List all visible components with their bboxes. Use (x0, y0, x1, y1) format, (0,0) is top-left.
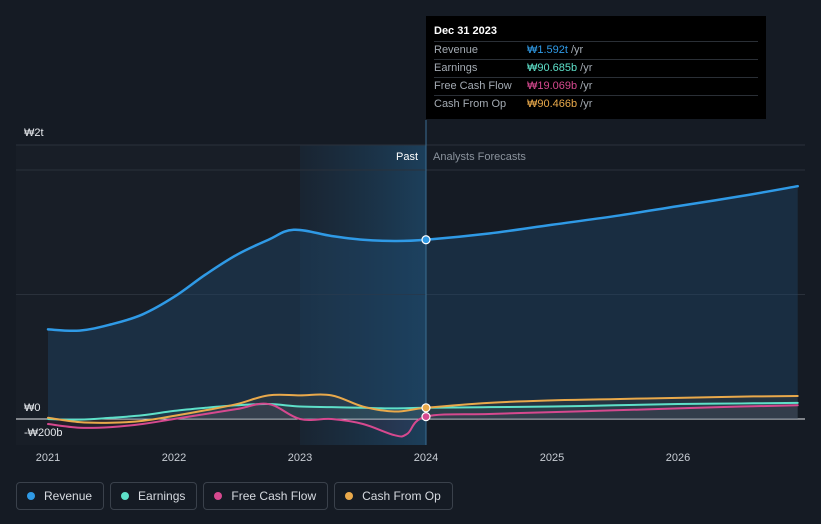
legend-item-free-cash-flow[interactable]: Free Cash Flow (203, 482, 329, 510)
earnings-line (47, 401, 799, 421)
series-lines (46, 184, 799, 438)
legend: Revenue Earnings Free Cash Flow Cash From O… (16, 482, 453, 510)
revenue-line (46, 184, 799, 333)
tooltip-row: Revenue ₩1.592t/yr (434, 42, 758, 60)
x-tick-label: 2025 (540, 452, 564, 464)
legend-label: Free Cash Flow (231, 489, 317, 503)
x-tick-label: 2026 (666, 452, 690, 464)
earnings-area (48, 402, 798, 420)
x-axis-tick-labels: 2021 2022 2023 2024 2025 2026 (36, 452, 690, 464)
cash-from-op-point (421, 403, 431, 413)
legend-label: Earnings (138, 489, 186, 503)
highlight-points (421, 235, 431, 422)
tooltip-row-value: ₩1.592t (527, 44, 568, 56)
x-tick-label: 2021 (36, 452, 60, 464)
legend-dot-icon (121, 492, 130, 500)
revenue-area (48, 186, 798, 419)
tooltip-row-label: Earnings (434, 62, 478, 74)
legend-item-cash-from-op[interactable]: Cash From Op (334, 482, 453, 510)
tooltip-row-label: Cash From Op (434, 98, 507, 110)
legend-label: Revenue (44, 489, 93, 503)
forecast-label: Analysts Forecasts (433, 151, 526, 163)
y-tick-label: ₩2t (24, 127, 44, 139)
free-cash-flow-area (48, 403, 798, 437)
free-cash-flow-point (421, 412, 431, 422)
legend-dot-icon (345, 492, 354, 500)
legend-dot-icon (214, 492, 223, 500)
tooltip-row-unit: /yr (580, 98, 593, 110)
tooltip-row-unit: /yr (570, 44, 584, 56)
tooltip-row: Cash From Op ₩90.466b/yr (434, 96, 758, 113)
tooltip-row-unit: /yr (580, 80, 593, 92)
tooltip-row-unit: /yr (580, 62, 593, 74)
tooltip-row-value: ₩90.685b (527, 62, 578, 74)
legend-label: Cash From Op (362, 489, 441, 503)
tooltip: Dec 31 2023 Revenue ₩1.592t/yr Earnings ₩90… (426, 16, 766, 119)
tooltip-row-label: Free Cash Flow (434, 80, 512, 92)
tooltip-date: Dec 31 2023 (434, 24, 758, 42)
legend-item-revenue[interactable]: Revenue (16, 482, 105, 510)
legend-dot-icon (27, 492, 35, 500)
y-tick-label: ₩0 (24, 402, 41, 414)
revenue-point (421, 235, 431, 245)
tooltip-row-value: ₩90.466b (527, 98, 578, 110)
y-tick-label: -₩200b (24, 427, 63, 439)
tooltip-row-label: Revenue (434, 44, 479, 56)
tooltip-row: Earnings ₩90.685b/yr (434, 60, 758, 78)
past-label: Past (396, 151, 418, 163)
tooltip-row-value: ₩19.069b (527, 80, 578, 92)
y-axis-tick-labels: ₩2t ₩0 -₩200b (24, 127, 63, 439)
cash-from-op-line (47, 393, 799, 424)
gridlines (16, 144, 805, 420)
x-tick-label: 2024 (414, 452, 438, 464)
x-tick-label: 2022 (162, 452, 186, 464)
tooltip-row: Free Cash Flow ₩19.069b/yr (434, 78, 758, 96)
x-tick-label: 2023 (288, 452, 312, 464)
legend-item-earnings[interactable]: Earnings (110, 482, 198, 510)
free-cash-flow-line (47, 402, 799, 438)
